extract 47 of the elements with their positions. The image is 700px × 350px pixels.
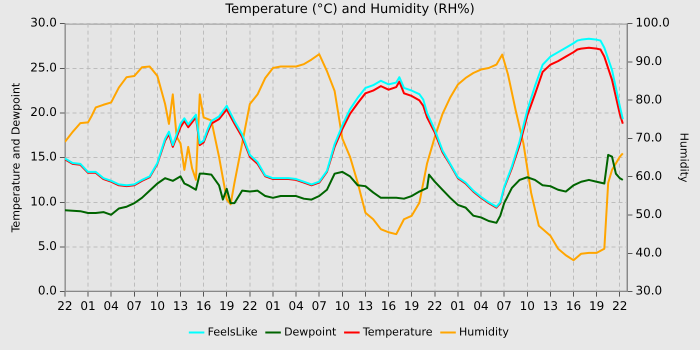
y2-axis-title: Humidity (678, 132, 691, 184)
x-tick-label: 22 (242, 298, 258, 313)
x-tick-label: 04 (473, 298, 489, 313)
y-tick-label: 25.0 (30, 60, 57, 74)
x-tick-label: 13 (358, 298, 374, 313)
y2-tick-label: 40.0 (635, 245, 662, 260)
x-tick-label: 07 (126, 298, 142, 313)
y-tick-label: 15.0 (30, 150, 57, 164)
y-axis-title: Temperature and Dewpoint (9, 82, 22, 234)
x-tick-label: 04 (288, 298, 304, 313)
x-tick-label: 19 (219, 298, 234, 313)
x-tick-label: 22 (427, 298, 442, 313)
x-tick-label: 19 (404, 298, 420, 313)
legend-label: Temperature (362, 325, 433, 338)
x-tick-label: 01 (80, 298, 96, 313)
y-tick-label: 0.0 (38, 284, 57, 298)
y-tick-label: 10.0 (30, 194, 57, 208)
x-tick-label: 01 (265, 298, 281, 313)
legend-label: Dewpoint (284, 325, 338, 338)
x-tick-label: 13 (172, 298, 188, 313)
y-tick-label: 20.0 (30, 105, 57, 120)
x-tick-label: 10 (334, 298, 350, 313)
x-tick-label: 07 (496, 298, 512, 313)
x-tick-label: 16 (196, 298, 212, 313)
y-tick-label: 5.0 (38, 239, 57, 254)
y-tick-label: 30.0 (30, 16, 57, 30)
y2-tick-label: 80.0 (635, 92, 662, 106)
x-tick-label: 22 (612, 298, 628, 313)
y2-tick-label: 60.0 (635, 168, 662, 183)
y2-tick-label: 70.0 (635, 130, 662, 145)
legend-label: Humidity (459, 325, 510, 338)
x-tick-label: 19 (588, 298, 604, 313)
x-tick-label: 16 (566, 298, 582, 313)
x-tick-label: 01 (450, 298, 466, 313)
x-tick-label: 13 (542, 298, 558, 313)
chart-title: Temperature (°C) and Humidity (RH%) (224, 2, 475, 18)
y2-tick-label: 30.0 (635, 284, 662, 298)
x-tick-label: 04 (104, 298, 119, 313)
y2-tick-label: 100.0 (635, 16, 670, 30)
legend-label: FeelsLike (208, 325, 258, 338)
x-tick-label: 10 (150, 298, 166, 313)
y2-tick-label: 90.0 (635, 54, 662, 68)
y2-tick-label: 50.0 (635, 207, 662, 222)
x-tick-label: 16 (380, 298, 396, 313)
x-tick-label: 07 (312, 298, 327, 313)
x-tick-label: 10 (520, 298, 535, 313)
x-tick-label: 22 (57, 298, 73, 313)
